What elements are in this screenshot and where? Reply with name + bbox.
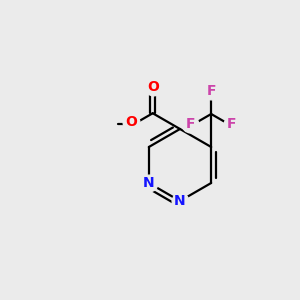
Text: N: N [174, 194, 186, 208]
Text: O: O [147, 80, 159, 94]
Text: O: O [125, 115, 137, 129]
Text: F: F [227, 117, 237, 131]
Text: N: N [143, 176, 154, 190]
Text: F: F [186, 117, 195, 131]
Text: F: F [206, 84, 216, 98]
